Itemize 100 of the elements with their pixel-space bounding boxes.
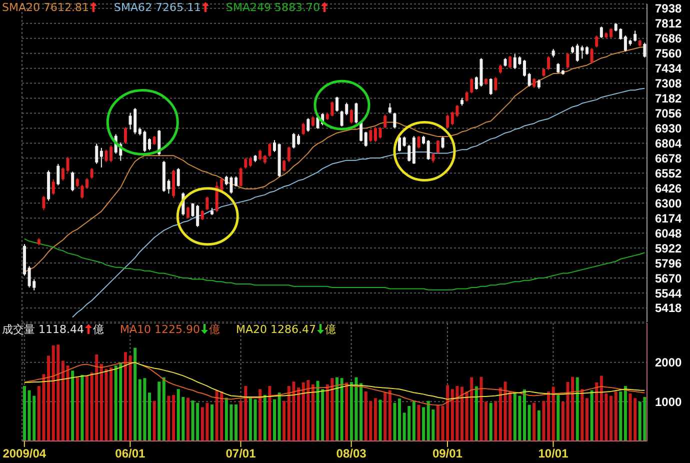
bar <box>614 391 618 441</box>
bar <box>345 382 348 441</box>
candlestick <box>610 28 613 38</box>
bar <box>561 402 564 441</box>
y-tick-label: 6678 <box>655 151 682 166</box>
candlestick <box>532 78 536 88</box>
bar <box>576 377 579 441</box>
candlestick <box>369 128 372 142</box>
bar <box>336 377 338 441</box>
candlestick <box>643 42 646 58</box>
bar <box>537 410 540 441</box>
bar <box>388 390 392 441</box>
candlestick <box>384 114 387 129</box>
candlestick <box>556 62 560 74</box>
y-tick-label: 7812 <box>655 16 682 31</box>
y-tick-label: 6552 <box>655 166 682 180</box>
bar <box>556 394 560 441</box>
bar <box>532 402 536 441</box>
bar <box>480 376 483 441</box>
candlestick <box>378 126 382 139</box>
bar <box>340 378 344 441</box>
candlestick <box>417 135 420 149</box>
candlestick <box>494 76 498 92</box>
y-tick-label: 7560 <box>655 46 682 61</box>
bar <box>417 404 420 441</box>
bar <box>489 402 492 441</box>
bar <box>523 389 526 441</box>
candlestick <box>441 136 444 149</box>
bar <box>580 389 584 441</box>
y-tick-label: 2000 <box>655 356 682 370</box>
candlestick <box>566 52 570 69</box>
candlestick <box>547 56 550 70</box>
candlestick <box>508 55 512 69</box>
candlestick <box>432 152 435 164</box>
y-tick-label: 5418 <box>655 301 682 316</box>
candlestick <box>388 102 392 114</box>
bar <box>590 390 594 441</box>
y-tick-label: 5796 <box>655 256 682 270</box>
bar <box>619 391 622 441</box>
candlestick <box>364 131 368 148</box>
candlestick <box>350 108 353 124</box>
y-tick-label: 7056 <box>655 106 682 121</box>
candlestick <box>624 35 627 52</box>
x-tick-label: 10/01 <box>538 446 569 461</box>
y-tick-label: 5544 <box>655 286 682 300</box>
candlestick <box>537 78 540 90</box>
y-tick-label: 7182 <box>655 92 682 106</box>
bar <box>494 400 498 441</box>
bar <box>378 400 382 441</box>
y-tick-label: 7308 <box>655 76 682 91</box>
bar <box>484 402 488 441</box>
candlestick <box>465 90 468 102</box>
y-tick-label: 5670 <box>655 271 682 286</box>
y-tick-label: 6804 <box>655 136 682 150</box>
candlestick <box>426 140 430 160</box>
bar <box>412 400 416 441</box>
bar <box>586 398 588 441</box>
candlestick <box>436 140 440 154</box>
bar <box>398 398 401 441</box>
y-tick-label: 6300 <box>655 196 682 210</box>
bar <box>474 386 478 441</box>
bar <box>552 386 555 441</box>
y-tick-label: 6048 <box>655 226 682 240</box>
y-tick-label: 6426 <box>655 181 682 196</box>
y-tick-label: 6174 <box>655 211 682 226</box>
bar <box>436 404 440 441</box>
y-tick-label: 6930 <box>655 121 682 136</box>
bar <box>498 388 502 441</box>
bar <box>547 391 550 441</box>
y-tick-label: 7686 <box>655 32 682 46</box>
y-tick-label: 5922 <box>655 241 682 256</box>
candlestick <box>634 30 637 42</box>
y-tick-label: 7434 <box>655 62 682 76</box>
bar <box>542 400 546 441</box>
x-tick-label: 09/01 <box>432 446 463 461</box>
candlestick <box>489 78 492 96</box>
candlestick <box>595 35 598 48</box>
candlestick <box>398 136 401 152</box>
bar <box>374 398 377 441</box>
candlestick <box>528 72 531 88</box>
y-tick-label: 1000 <box>655 394 682 409</box>
bar <box>595 382 598 441</box>
candlestick <box>446 114 450 129</box>
candlestick <box>590 47 594 64</box>
x-tick-label: 08/03 <box>336 446 367 461</box>
bar <box>610 396 613 441</box>
bar <box>460 386 464 441</box>
candlestick <box>354 102 358 124</box>
candlestick <box>408 144 411 162</box>
bar <box>422 407 426 441</box>
bar <box>360 383 363 441</box>
y-tick-label: 7938 <box>655 2 682 16</box>
candlestick <box>402 136 406 148</box>
candlestick <box>374 126 377 142</box>
bar <box>528 404 531 441</box>
candlestick <box>470 78 474 94</box>
candlestick <box>600 26 603 38</box>
bar <box>393 402 396 441</box>
candlestick <box>393 112 396 129</box>
bar <box>624 386 627 441</box>
